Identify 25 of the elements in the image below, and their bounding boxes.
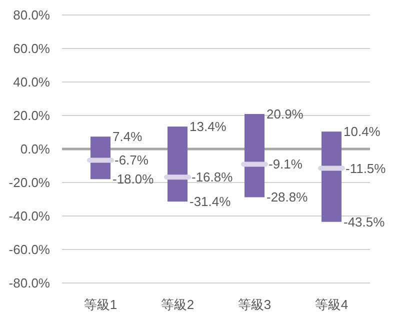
- annotation: -28.8%: [266, 190, 308, 205]
- y-tick-label: -20.0%: [8, 175, 50, 190]
- annotation: -11.5%: [346, 160, 386, 176]
- x-tick-label: 等級2: [160, 297, 194, 312]
- annotation: -18.0%: [112, 172, 154, 187]
- y-tick-label: 20.0%: [13, 108, 50, 123]
- annotation: -6.7%: [114, 152, 149, 168]
- y-tick-label: 80.0%: [13, 8, 50, 22]
- annotation: 7.4%: [112, 129, 143, 144]
- y-tick-label: 40.0%: [13, 74, 50, 90]
- y-tick-label: -40.0%: [8, 208, 50, 224]
- y-tick-label: 0.0%: [20, 142, 50, 156]
- y-tick-label: 60.0%: [13, 41, 50, 56]
- annotation: 13.4%: [190, 119, 227, 134]
- annotation: 20.9%: [266, 106, 304, 122]
- x-tick-label: 等級1: [84, 297, 118, 312]
- annotation: -43.5%: [344, 214, 386, 230]
- annotation: -9.1%: [268, 156, 303, 172]
- y-tick-label: -80.0%: [8, 276, 50, 290]
- annotation: -31.4%: [190, 194, 232, 210]
- x-tick-label: 等級4: [314, 297, 348, 312]
- annotation: 10.4%: [344, 124, 381, 140]
- annotation: -16.8%: [192, 170, 234, 185]
- y-tick-label: -60.0%: [8, 242, 50, 257]
- x-tick-label: 等級3: [238, 297, 272, 312]
